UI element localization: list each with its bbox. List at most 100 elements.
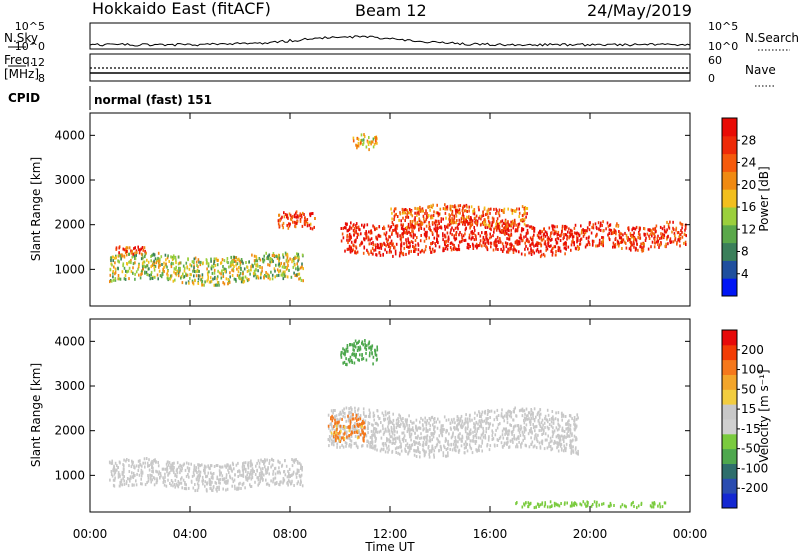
power-cell (223, 282, 226, 286)
velocity-cell (572, 450, 575, 454)
velocity-cell (211, 489, 214, 492)
power-cell (595, 234, 597, 238)
power-cell (395, 230, 397, 234)
power-cell (298, 277, 300, 281)
velocity-cell (661, 505, 664, 509)
power-cell (304, 219, 307, 223)
power-cell (266, 257, 269, 260)
velocity-cell (506, 417, 509, 421)
velocity-cell (192, 486, 195, 490)
power-cell (352, 136, 355, 140)
velocity-cell (247, 471, 249, 475)
velocity-cell (563, 430, 566, 433)
velocity-cell (560, 443, 563, 446)
velocity-cell (261, 460, 264, 463)
power-cell (628, 228, 630, 232)
velocity-cell (344, 441, 347, 445)
velocity-cell (354, 422, 356, 425)
velocity-cell (484, 434, 486, 437)
velocity-cell (456, 445, 459, 449)
velocity-cell (348, 436, 351, 440)
velocity-cell (362, 422, 364, 426)
velocity-cell (259, 480, 261, 484)
velocity-cell (245, 475, 247, 479)
power-cell (550, 249, 552, 253)
velocity-cell (133, 474, 135, 478)
power-cell (490, 235, 492, 239)
power-cell (269, 277, 271, 281)
velocity-cell (487, 409, 489, 412)
power-cell (388, 228, 391, 232)
velocity-cell (110, 470, 113, 473)
power-cell (174, 278, 176, 282)
power-cell (486, 245, 488, 249)
velocity-cell (493, 418, 496, 422)
power-cell (582, 230, 585, 234)
velocity-cell (513, 434, 515, 438)
velocity-cell (458, 422, 460, 426)
power-cell (163, 261, 165, 265)
power-cell (417, 248, 420, 252)
velocity-cell (451, 420, 454, 424)
velocity-cell (357, 446, 359, 450)
velocity-cell (387, 429, 389, 433)
velocity-cell (347, 349, 349, 353)
power-cell (179, 266, 181, 270)
power-cell (175, 261, 177, 265)
velocity-cell (351, 415, 354, 419)
velocity-cell (528, 420, 531, 424)
power-cell (296, 252, 298, 256)
power-cell (356, 146, 358, 150)
power-cell (246, 277, 248, 281)
power-cell (396, 226, 398, 230)
velocity-cell (196, 475, 199, 479)
velocity-cell (438, 449, 440, 453)
velocity-cell (488, 436, 490, 440)
velocity-cell (350, 445, 352, 449)
power-cell (607, 224, 610, 228)
velocity-cell (533, 506, 536, 510)
power-cell (170, 265, 173, 269)
velocity-cell (562, 435, 565, 439)
velocity-cell (155, 460, 157, 464)
velocity-cell (233, 478, 236, 482)
velocity-cell (419, 436, 421, 440)
velocity-cell (292, 470, 295, 474)
power-cell (154, 264, 157, 268)
velocity-cell (371, 438, 373, 442)
power-cell (213, 260, 216, 263)
power-cell (490, 245, 492, 249)
velocity-cell (426, 438, 428, 442)
velocity-cell (398, 424, 401, 428)
power-cell (253, 269, 256, 273)
velocity-cell (112, 483, 115, 487)
velocity-cell (218, 485, 220, 489)
velocity-cell (134, 466, 136, 470)
power-cell (283, 211, 285, 215)
power-cell (236, 267, 238, 271)
power-cell (539, 255, 542, 259)
power-cell (403, 208, 405, 212)
power-cell (409, 241, 411, 245)
power-cell (161, 272, 164, 276)
power-cell (140, 252, 143, 256)
velocity-cell (331, 433, 333, 437)
power-cell (561, 224, 564, 228)
power-cell (346, 229, 349, 233)
power-cell (644, 232, 646, 236)
power-cell (649, 232, 652, 236)
power-cell (447, 237, 450, 241)
power-cell (191, 279, 194, 283)
velocity-cell (361, 422, 363, 426)
power-cell (592, 226, 595, 230)
velocity-cell (512, 418, 515, 422)
velocity-cell (368, 340, 371, 344)
power-cell (495, 228, 498, 232)
velocity-cell (429, 449, 431, 453)
power-cell (512, 209, 515, 213)
power-cell (278, 259, 280, 263)
power-cell (540, 238, 543, 242)
velocity-cell (144, 461, 146, 465)
power-cell (509, 246, 511, 250)
velocity-cell (282, 480, 285, 484)
